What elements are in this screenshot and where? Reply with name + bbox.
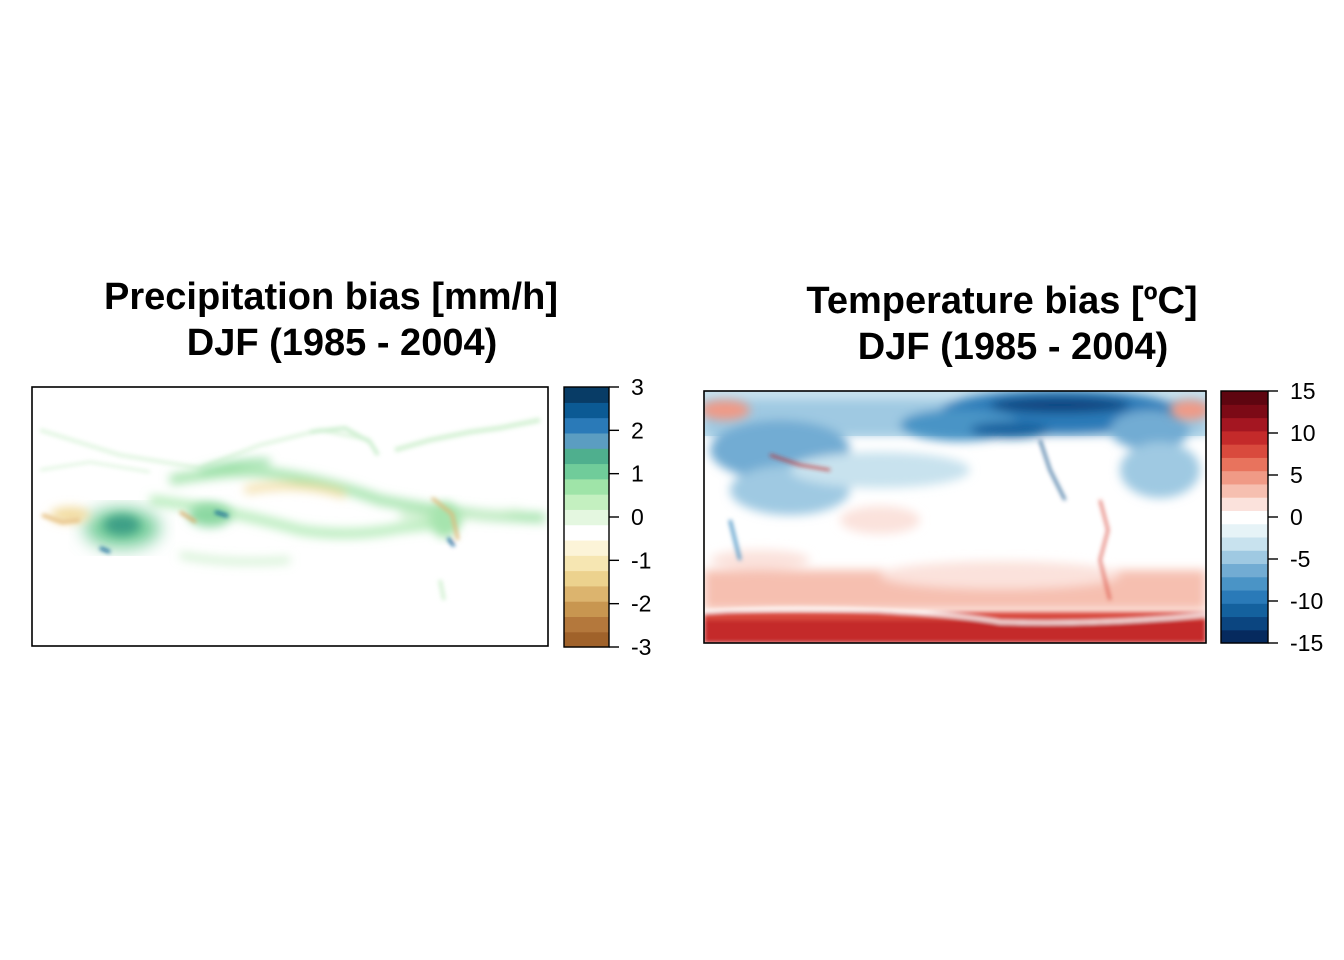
colorbar-swatch bbox=[564, 616, 609, 633]
colorbar-swatch bbox=[564, 463, 609, 480]
colorbar-swatch bbox=[564, 494, 609, 510]
colorbar-swatch bbox=[564, 448, 609, 465]
colorbar-tick-label: 10 bbox=[1290, 420, 1316, 446]
colorbar-swatch bbox=[564, 524, 609, 541]
colorbar-swatch bbox=[564, 539, 609, 556]
colorbar-tick-label: -5 bbox=[1290, 546, 1310, 572]
chart-title: Precipitation bias [mm/h] bbox=[104, 276, 558, 318]
chart-title: Temperature bias [ºC] bbox=[806, 280, 1197, 322]
colorbar-tick-label: -3 bbox=[631, 634, 651, 660]
colorbar-tick-label: -2 bbox=[631, 591, 651, 617]
colorbar-swatch bbox=[564, 601, 609, 618]
colorbar-tick-label: -10 bbox=[1290, 588, 1323, 614]
colorbar-tick-label: -15 bbox=[1290, 630, 1323, 656]
colorbar-swatch bbox=[1221, 510, 1268, 525]
temperature-colorbar: 15 10 5 0 -5 -10 -15 bbox=[1220, 378, 1323, 656]
colorbar-swatch bbox=[564, 555, 609, 572]
colorbar-swatch bbox=[1221, 444, 1268, 458]
colorbar-ticks: 15 10 5 0 -5 -10 -15 bbox=[1268, 378, 1323, 656]
precipitation-panel: Precipitation bias [mm/h] DJF (1985 - 20… bbox=[31, 276, 651, 660]
colorbar-tick-label: 2 bbox=[631, 417, 644, 443]
chart-subtitle: DJF (1985 - 2004) bbox=[187, 322, 498, 364]
colorbar-swatch bbox=[564, 432, 609, 449]
colorbar-swatch bbox=[1221, 404, 1268, 419]
colorbar-swatch bbox=[1221, 629, 1268, 644]
colorbar-swatch bbox=[1221, 391, 1268, 405]
colorbar-swatch bbox=[1221, 457, 1268, 472]
colorbar-swatch bbox=[1221, 430, 1268, 445]
colorbar-swatch bbox=[564, 585, 609, 602]
colorbar-tick-label: 0 bbox=[631, 504, 644, 530]
colorbar-swatch bbox=[564, 570, 609, 587]
colorbar-swatch bbox=[564, 509, 609, 526]
colorbar-tick-label: 15 bbox=[1290, 378, 1316, 404]
map-frame bbox=[31, 386, 549, 647]
colorbar-swatch bbox=[1221, 550, 1268, 565]
colorbar-tick-label: 5 bbox=[1290, 462, 1303, 488]
colorbar-swatch bbox=[1221, 523, 1268, 538]
precipitation-map bbox=[32, 387, 548, 646]
colorbar-swatch bbox=[564, 478, 609, 495]
colorbar-swatch bbox=[1221, 497, 1268, 511]
colorbar-tick-label: 0 bbox=[1290, 504, 1303, 530]
colorbar-swatch bbox=[1221, 536, 1268, 551]
temperature-panel: Temperature bias [ºC] DJF (1985 - 2004) bbox=[703, 280, 1323, 656]
colorbar-tick-label: -1 bbox=[631, 547, 651, 573]
colorbar-swatch bbox=[1221, 589, 1268, 604]
precipitation-colorbar: 3 2 1 0 -1 -2 -3 bbox=[563, 374, 651, 660]
colorbar-tick-label: 3 bbox=[631, 374, 644, 400]
colorbar-ticks: 3 2 1 0 -1 -2 -3 bbox=[609, 374, 651, 660]
colorbar-swatch bbox=[1221, 616, 1268, 631]
colorbar-swatch bbox=[564, 387, 609, 403]
colorbar-swatch bbox=[564, 417, 609, 434]
colorbar-swatch bbox=[1221, 576, 1268, 591]
colorbar-swatch bbox=[564, 402, 609, 419]
colorbar-swatch bbox=[1221, 483, 1268, 498]
colorbar-swatch bbox=[1221, 603, 1268, 618]
map-frame bbox=[703, 390, 1207, 644]
colorbar-swatch bbox=[564, 631, 609, 648]
temperature-map bbox=[704, 391, 1206, 643]
chart-subtitle: DJF (1985 - 2004) bbox=[858, 326, 1169, 368]
colorbar-swatches bbox=[564, 387, 609, 648]
colorbar-swatch bbox=[1221, 563, 1268, 578]
colorbar-tick-label: 1 bbox=[631, 461, 644, 487]
colorbar-swatch bbox=[1221, 417, 1268, 432]
colorbar-swatch bbox=[1221, 470, 1268, 485]
colorbar-swatches bbox=[1221, 391, 1268, 644]
